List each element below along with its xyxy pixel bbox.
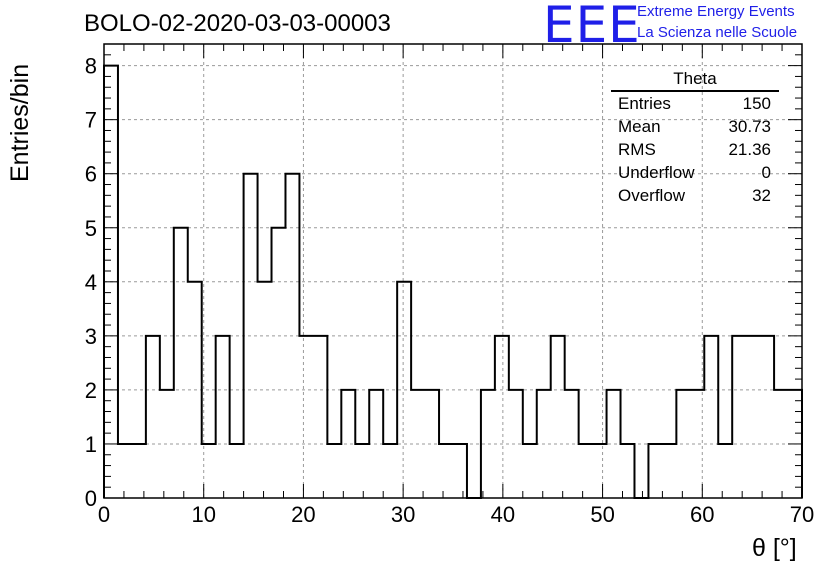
y-tick-label: 1 [85,432,97,457]
grid-lines [104,44,802,498]
stat-value: 0 [761,163,771,182]
x-tick-label: 60 [690,502,714,527]
stats-title: Theta [611,68,779,92]
x-tick-labels: 0 10 20 30 40 50 60 70 [98,502,814,527]
stat-row-underflow: Underflow 0 [611,161,779,184]
x-tick-label: 10 [191,502,215,527]
chart-title: BOLO-02-2020-03-03-00003 [84,10,391,37]
stat-label: Entries [618,94,671,113]
eee-logo: EEE [543,0,641,54]
y-tick-label: 7 [85,108,97,133]
stat-label: Underflow [618,163,695,182]
x-axis-label: θ [°] [752,534,797,562]
y-tick-label: 0 [85,486,97,511]
x-tick-label: 0 [98,502,110,527]
stat-row-mean: Mean 30.73 [611,115,779,138]
stat-label: Overflow [618,186,686,205]
y-tick-label: 3 [85,324,97,349]
y-tick-label: 5 [85,216,97,241]
stat-row-entries: Entries 150 [611,92,779,115]
stat-value: 30.73 [728,117,771,136]
y-axis-label: Entries/bin [6,63,34,182]
x-tick-label: 20 [291,502,315,527]
x-tick-label: 70 [790,502,814,527]
logo-line-2: La Scienza nelle Scuole [637,24,798,41]
stat-value: 150 [742,94,771,113]
axis-ticks [103,43,803,499]
histogram-line [103,64,803,499]
stat-value: 32 [752,186,771,205]
stat-row-rms: RMS 21.36 [611,138,779,161]
stats-box: Theta Entries 150 Mean 30.73 RMS 21.36 U… [611,68,779,207]
x-tick-label: 50 [590,502,614,527]
stat-row-overflow: Overflow 32 [611,184,779,207]
x-tick-label: 30 [391,502,415,527]
stat-label: RMS [618,140,656,159]
y-tick-label: 6 [85,162,97,187]
stat-label: Mean [618,117,661,136]
y-tick-label: 8 [85,54,97,79]
y-tick-label: 2 [85,378,97,403]
y-tick-labels: 0 1 2 3 4 5 6 7 8 [85,54,97,511]
x-tick-label: 40 [491,502,515,527]
y-tick-label: 4 [85,270,97,295]
logo-line-1: Extreme Energy Events [637,3,795,20]
stat-value: 21.36 [728,140,771,159]
